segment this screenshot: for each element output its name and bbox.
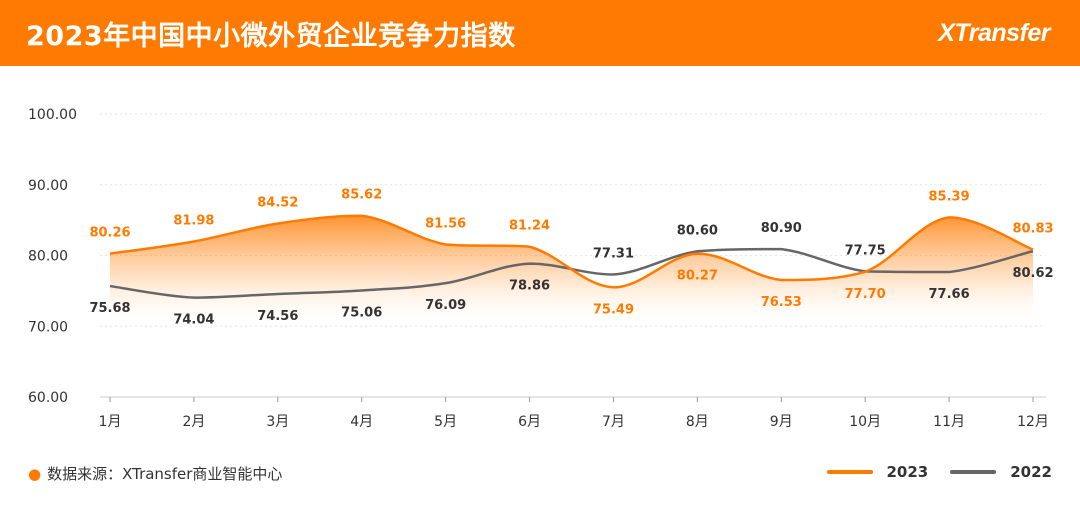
data-label-2023: 80.27 [677,269,718,284]
y-axis: 60.00 70.00 80.00 90.00 100.00 [28,107,77,406]
legend-label-2022: 2022 [1010,463,1052,481]
data-label-2023: 80.83 [1012,222,1053,237]
bullet-dot-icon: ● [28,465,42,483]
legend-item-2022: 2022 [950,463,1052,481]
y-tick-label: 100.00 [28,107,77,123]
data-label-2022: 74.04 [173,313,214,328]
chart-title: 2023年中国中小微外贸企业竞争力指数 [26,21,516,52]
data-source-text: 数据来源：XTransfer商业智能中心 [47,465,283,483]
data-label-2023: 80.26 [89,226,130,241]
data-label-2023: 81.98 [173,213,214,228]
data-label-2023: 81.24 [509,219,550,234]
data-label-2023: 76.53 [761,295,802,310]
header-bar: 2023年中国中小微外贸企业竞争力指数 XTransfer [0,0,1080,66]
data-label-2022: 80.90 [761,221,802,236]
data-label-2022: 75.06 [341,305,382,320]
x-axis: 1月 2月 3月 4月 5月 6月 7月 8月 9月 10月 11月 12月 [99,396,1049,430]
data-label-2023: 81.56 [425,216,466,231]
data-source: ● 数据来源：XTransfer商业智能中心 [28,463,282,484]
footer: ● 数据来源：XTransfer商业智能中心 2023 2022 [0,455,1080,495]
data-label-2023: 85.62 [341,188,382,203]
x-tick-label: 11月 [933,414,965,430]
x-tick-label: 8月 [686,414,709,430]
data-label-2022: 77.75 [845,243,886,258]
line-chart: 60.00 70.00 80.00 90.00 100.00 1月 2月 3月 4月 5月 6月 7… [28,107,1054,430]
data-label-2023: 84.52 [257,196,298,211]
area-2023 [110,215,1033,327]
x-tick-label: 4月 [350,414,373,430]
x-tick-label: 3月 [266,414,289,430]
x-tick-label: 2月 [182,414,205,430]
legend-swatch-2023 [826,470,873,474]
y-tick-label: 90.00 [28,178,68,194]
series-line-2023 [109,214,1034,289]
legend-label-2023: 2023 [886,463,929,481]
legend-swatch-2022 [950,470,997,474]
x-tick-label: 12月 [1017,414,1049,430]
data-label-2023: 77.70 [845,287,886,302]
data-label-2022: 74.56 [257,309,298,324]
data-label-2022: 76.09 [425,298,466,313]
data-label-2022: 78.86 [509,279,550,294]
xtransfer-logo: XTransfer [938,19,1050,47]
data-label-2023: 85.39 [929,189,970,204]
series-group [109,214,1034,327]
x-tick-label: 9月 [770,414,793,430]
x-tick-label: 10月 [849,414,881,430]
data-label-2023: 75.49 [593,302,634,317]
x-tick-label: 7月 [602,414,625,430]
x-tick-label: 6月 [518,414,541,430]
data-label-2022: 80.62 [1012,266,1053,281]
data-label-2022: 75.68 [89,301,130,316]
y-tick-label: 80.00 [28,249,68,265]
x-tick-label: 5月 [434,414,457,430]
legend: 2023 2022 [805,463,1052,481]
y-tick-label: 70.00 [28,319,68,335]
y-tick-label: 60.00 [28,390,68,406]
data-label-2022: 77.31 [593,247,634,262]
legend-item-2023: 2023 [826,463,929,481]
data-labels: 80.26 81.98 84.52 85.62 81.56 81.24 75.49 80.27… [89,188,1053,328]
x-tick-label: 1月 [99,414,122,430]
data-label-2022: 77.66 [929,287,970,302]
data-label-2022: 80.60 [677,223,718,238]
